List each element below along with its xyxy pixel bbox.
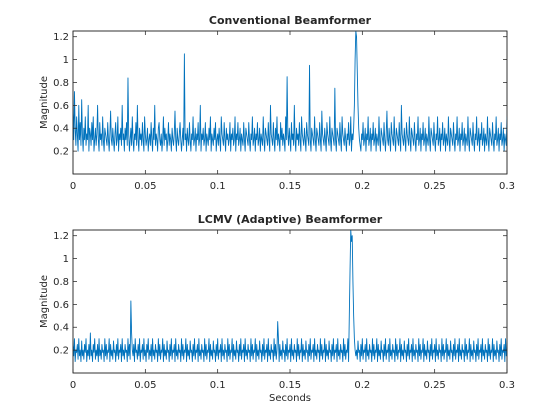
y-tick-label: 1 — [63, 55, 69, 66]
axes-frame — [72, 30, 508, 175]
y-axis-label: Magnitude — [39, 76, 50, 129]
x-tick-label: 0.15 — [279, 181, 301, 192]
y-tick-label: 0.6 — [53, 101, 69, 112]
x-tick-label: 0.15 — [279, 380, 301, 391]
y-tick-label: 1.2 — [53, 32, 69, 43]
x-tick-label: 0.05 — [134, 380, 156, 391]
y-tick-label: 0.8 — [53, 277, 69, 288]
chart-title: Conventional Beamformer — [209, 14, 372, 27]
x-tick-label: 0.25 — [424, 380, 446, 391]
x-tick-label: 0.2 — [354, 181, 370, 192]
x-tick-label: 0.1 — [210, 380, 226, 391]
y-tick-label: 0.2 — [53, 147, 69, 158]
x-axis-label: Seconds — [269, 393, 311, 404]
y-tick-label: 0.4 — [53, 124, 69, 135]
y-axis-label: Magnitude — [39, 275, 50, 328]
subplot-2: 0 0.05 0.1 0.15 0.2 0.25 0.3 0.2 0.4 0.6 0.8 1 1.2 LC… — [39, 213, 515, 404]
chart-title: LCMV (Adaptive) Beamformer — [198, 213, 383, 226]
series-line — [73, 230, 507, 363]
y-tick-label: 0.8 — [53, 78, 69, 89]
x-tick-label: 0.05 — [134, 181, 156, 192]
y-tick-label: 0.4 — [53, 323, 69, 334]
y-tick-label: 1.2 — [53, 231, 69, 242]
x-tick-label: 0.25 — [424, 181, 446, 192]
y-tick-label: 0.6 — [53, 300, 69, 311]
x-tick-label: 0.2 — [354, 380, 370, 391]
series-line — [73, 31, 507, 152]
x-tick-label: 0 — [70, 181, 76, 192]
y-tick-label: 0.2 — [53, 346, 69, 357]
x-tick-label: 0.3 — [499, 181, 515, 192]
x-tick-label: 0 — [70, 380, 76, 391]
x-tick-label: 0.3 — [499, 380, 515, 391]
subplot-1: 0 0.05 0.1 0.15 0.2 0.25 0.3 0.2 0.4 0.6 0.8 1 1.2 Co… — [39, 14, 515, 192]
x-tick-label: 0.1 — [210, 181, 226, 192]
y-tick-label: 1 — [63, 254, 69, 265]
